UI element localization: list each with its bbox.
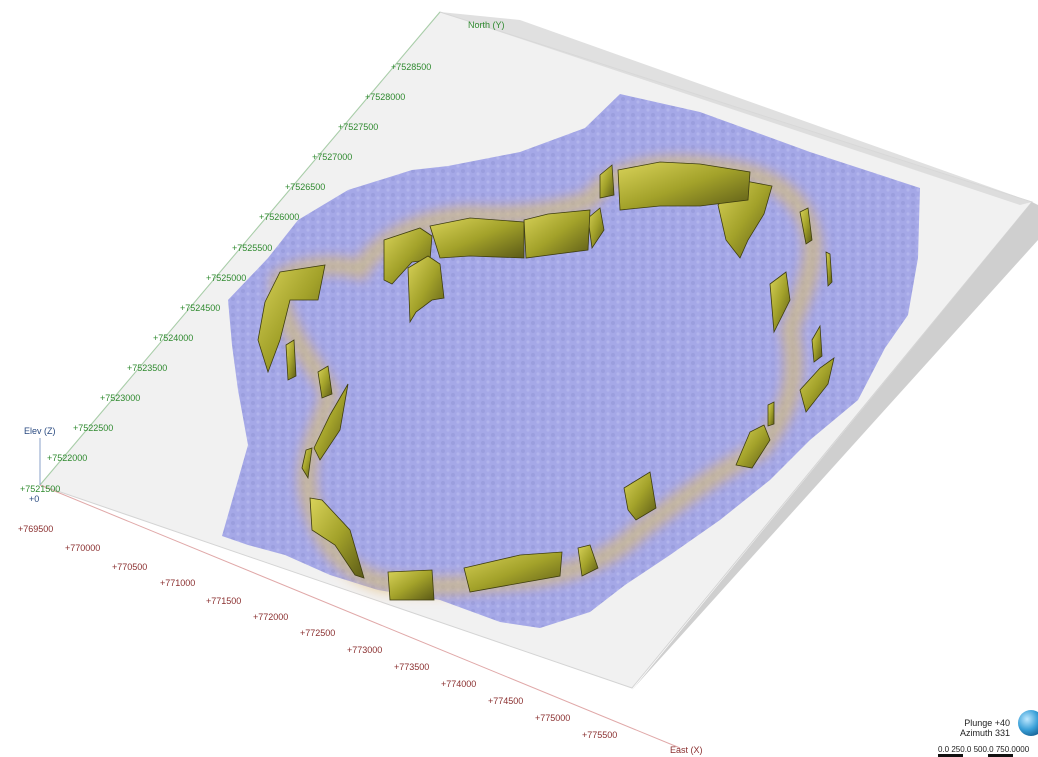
azimuth-readout: Azimuth 331 — [959, 728, 1010, 738]
east-tick-label: +771500 — [206, 596, 242, 606]
east-tick-label: +773000 — [347, 645, 383, 655]
shell-fragment — [301, 447, 313, 480]
shell-fragment — [313, 383, 349, 461]
north-tick-label: +7524000 — [153, 333, 194, 343]
north-tick-label: +7526500 — [285, 182, 326, 192]
shell-fragment — [587, 207, 605, 250]
north-tick-label: +7528000 — [365, 92, 406, 102]
elev-axis-label: Elev (Z) — [24, 426, 56, 436]
scale-bar-tail: 000 — [1015, 745, 1030, 754]
plunge-readout: Plunge +40 — [964, 718, 1010, 728]
orientation-globe-icon[interactable] — [1018, 710, 1038, 736]
terrain-edge-right — [632, 202, 1038, 690]
east-tick-label: +769500 — [18, 524, 54, 534]
shell-fragment — [257, 264, 326, 374]
east-tick-label: +772500 — [300, 628, 336, 638]
orientation-widget[interactable]: Plunge +40 Azimuth 331 0.0 250.0 500.0 7… — [928, 706, 1038, 757]
north-tick-label: +7523500 — [127, 363, 168, 373]
shell-fragment — [825, 251, 833, 287]
shell-fragment — [429, 217, 525, 259]
north-axis-label: North (Y) — [468, 20, 505, 30]
north-tick-label: +7522000 — [47, 453, 88, 463]
terrain-edge-far — [440, 12, 1032, 205]
east-tick-label: +770000 — [65, 543, 101, 553]
east-tick-label: +770500 — [112, 562, 148, 572]
north-tick-label: +7524500 — [180, 303, 221, 313]
north-tick-label: +7525000 — [206, 273, 247, 283]
shell-fragment — [407, 255, 445, 324]
east-tick-label: +775000 — [535, 713, 571, 723]
east-tick-label: +775500 — [582, 730, 618, 740]
north-tick-label: +7527500 — [338, 122, 379, 132]
shell-fragment — [285, 339, 297, 381]
east-axis-line — [39, 484, 681, 749]
north-tick-label: +7522500 — [73, 423, 114, 433]
shell-fragment — [799, 207, 813, 245]
north-tick-label: +7521500 — [20, 484, 61, 494]
shell-fragment — [769, 271, 791, 334]
east-tick-label: +774500 — [488, 696, 524, 706]
east-axis-label: East (X) — [670, 745, 703, 755]
north-tick-label: +7525500 — [232, 243, 273, 253]
shell-fragment — [317, 365, 333, 399]
shell-fragment — [309, 497, 365, 579]
shell-fragment — [767, 401, 775, 427]
east-tick-label: +771000 — [160, 578, 196, 588]
north-tick-label: +7523000 — [100, 393, 141, 403]
shell-fragment — [811, 324, 823, 363]
shell-fragment — [599, 164, 615, 199]
east-tick-label: +772000 — [253, 612, 289, 622]
shell-fragment — [523, 209, 591, 259]
east-tick-label: +774000 — [441, 679, 477, 689]
shell-fragment — [387, 569, 435, 601]
shell-fragment — [463, 551, 563, 593]
scale-bar-labels: 0.0 250.0 500.0 750.0 — [938, 745, 1016, 754]
shell-fragment — [617, 161, 751, 211]
elev-axis-value: +0 — [29, 494, 40, 504]
shell-fragment — [623, 471, 657, 521]
north-tick-label: +7526000 — [259, 212, 300, 222]
shell-fragments — [257, 161, 835, 601]
north-axis-line — [39, 11, 441, 486]
east-tick-label: +773500 — [394, 662, 430, 672]
shell-fragment — [799, 357, 835, 413]
north-tick-label: +7528500 — [391, 62, 432, 72]
shell-fragment — [735, 424, 771, 469]
shell-fragment — [577, 544, 599, 577]
scale-bar: 0.0 250.0 500.0 750.0000 — [938, 745, 1038, 757]
north-tick-label: +7527000 — [312, 152, 353, 162]
